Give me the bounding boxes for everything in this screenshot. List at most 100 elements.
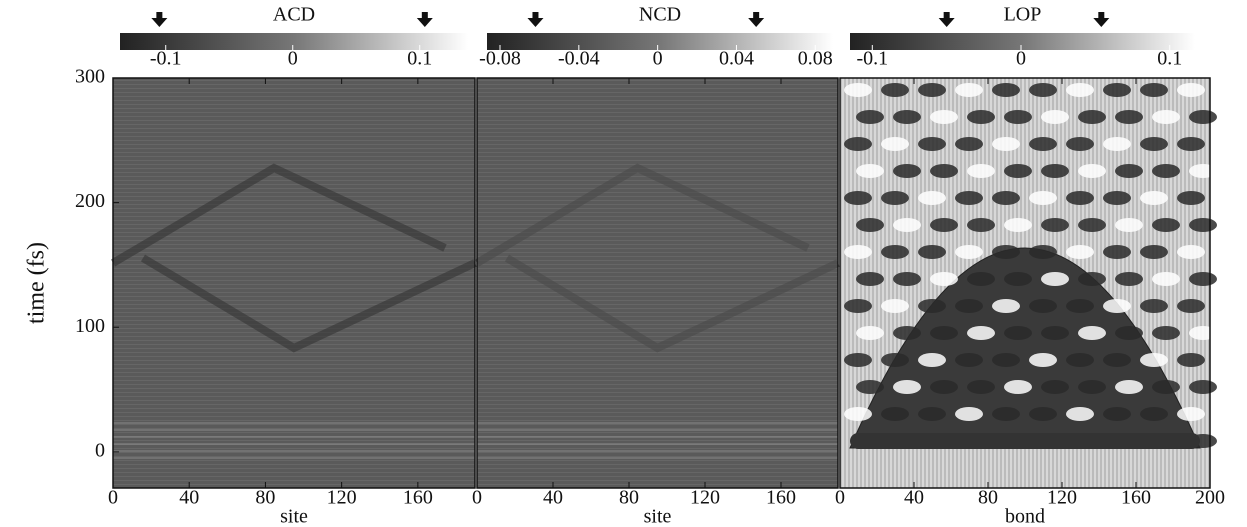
blob (955, 407, 983, 421)
blob (955, 299, 983, 313)
blob (1029, 137, 1057, 151)
blob (1041, 110, 1069, 124)
blob (1152, 380, 1180, 394)
blob (918, 83, 946, 97)
blob (844, 245, 872, 259)
x-axis-label: site (644, 506, 672, 527)
blob (967, 218, 995, 232)
heatmap-background (113, 78, 475, 488)
blob (1066, 299, 1094, 313)
blob (1103, 191, 1131, 205)
blob (918, 191, 946, 205)
blob (1029, 353, 1057, 367)
blob (1103, 83, 1131, 97)
blob (856, 326, 884, 340)
blob (893, 164, 921, 178)
blob (967, 272, 995, 286)
blob (1103, 299, 1131, 313)
blob (893, 218, 921, 232)
marker-arrow (748, 12, 765, 27)
blob (930, 272, 958, 286)
x-tick-label: 0 (108, 487, 118, 509)
blob (918, 407, 946, 421)
colorbar-tick-label: -0.1 (856, 48, 888, 70)
blob (1140, 245, 1168, 259)
blob (1140, 191, 1168, 205)
blob (1066, 353, 1094, 367)
marker-arrow (527, 12, 544, 27)
blob (844, 407, 872, 421)
blob (856, 164, 884, 178)
blob (992, 83, 1020, 97)
y-tick-label: 300 (75, 66, 105, 88)
blob (1152, 164, 1180, 178)
marker-arrow (416, 12, 433, 27)
blob (930, 110, 958, 124)
x-tick-label: 0 (835, 487, 845, 509)
colorbar (487, 33, 833, 50)
blob (893, 380, 921, 394)
colorbar-tick-label: -0.1 (150, 48, 182, 70)
blob (955, 245, 983, 259)
blob (1066, 191, 1094, 205)
plot-frame (476, 77, 839, 489)
blob (918, 353, 946, 367)
blob (1029, 191, 1057, 205)
blob (967, 380, 995, 394)
blob (1140, 137, 1168, 151)
plot-frame (112, 77, 476, 489)
blob (1140, 83, 1168, 97)
blob (1041, 380, 1069, 394)
blob (1029, 299, 1057, 313)
heatmap-image (110, 78, 477, 488)
x-tick-label: 200 (1195, 487, 1225, 509)
blob (893, 272, 921, 286)
blob (1041, 218, 1069, 232)
blob (1152, 326, 1180, 340)
blob (1189, 380, 1217, 394)
blob (1066, 83, 1094, 97)
x-tick-label: 0 (472, 487, 482, 509)
x-tick-label: 80 (255, 487, 275, 509)
blob (1078, 110, 1106, 124)
blob (918, 245, 946, 259)
blob (1004, 326, 1032, 340)
blob (1004, 110, 1032, 124)
blob (844, 137, 872, 151)
blob (1152, 218, 1180, 232)
blob (1177, 245, 1205, 259)
blob (1041, 164, 1069, 178)
x-axis-label: bond (1005, 506, 1045, 527)
blob (1177, 83, 1205, 97)
blob (844, 191, 872, 205)
panel-title: ACD (273, 4, 315, 26)
blob (992, 245, 1020, 259)
blob (1177, 353, 1205, 367)
blob (967, 110, 995, 124)
blob (1066, 137, 1094, 151)
blob (856, 380, 884, 394)
colorbar-tick-label: 0.1 (1157, 48, 1182, 70)
marker-arrow (938, 12, 955, 27)
blob (930, 380, 958, 394)
blob (930, 326, 958, 340)
marker-arrow (1093, 12, 1110, 27)
blob (1078, 218, 1106, 232)
blob (1115, 326, 1143, 340)
blob (1140, 353, 1168, 367)
x-tick-label: 80 (978, 487, 998, 509)
blob (1103, 353, 1131, 367)
blob (1115, 272, 1143, 286)
colorbar-tick-label: 0.04 (719, 48, 754, 70)
x-tick-label: 120 (1047, 487, 1077, 509)
colorbar-tick-label: 0 (653, 48, 663, 70)
x-tick-label: 40 (543, 487, 563, 509)
blob (1115, 110, 1143, 124)
blob (1177, 191, 1205, 205)
blob (844, 299, 872, 313)
blob (992, 191, 1020, 205)
blob (1177, 407, 1205, 421)
blob (930, 218, 958, 232)
blob (992, 353, 1020, 367)
